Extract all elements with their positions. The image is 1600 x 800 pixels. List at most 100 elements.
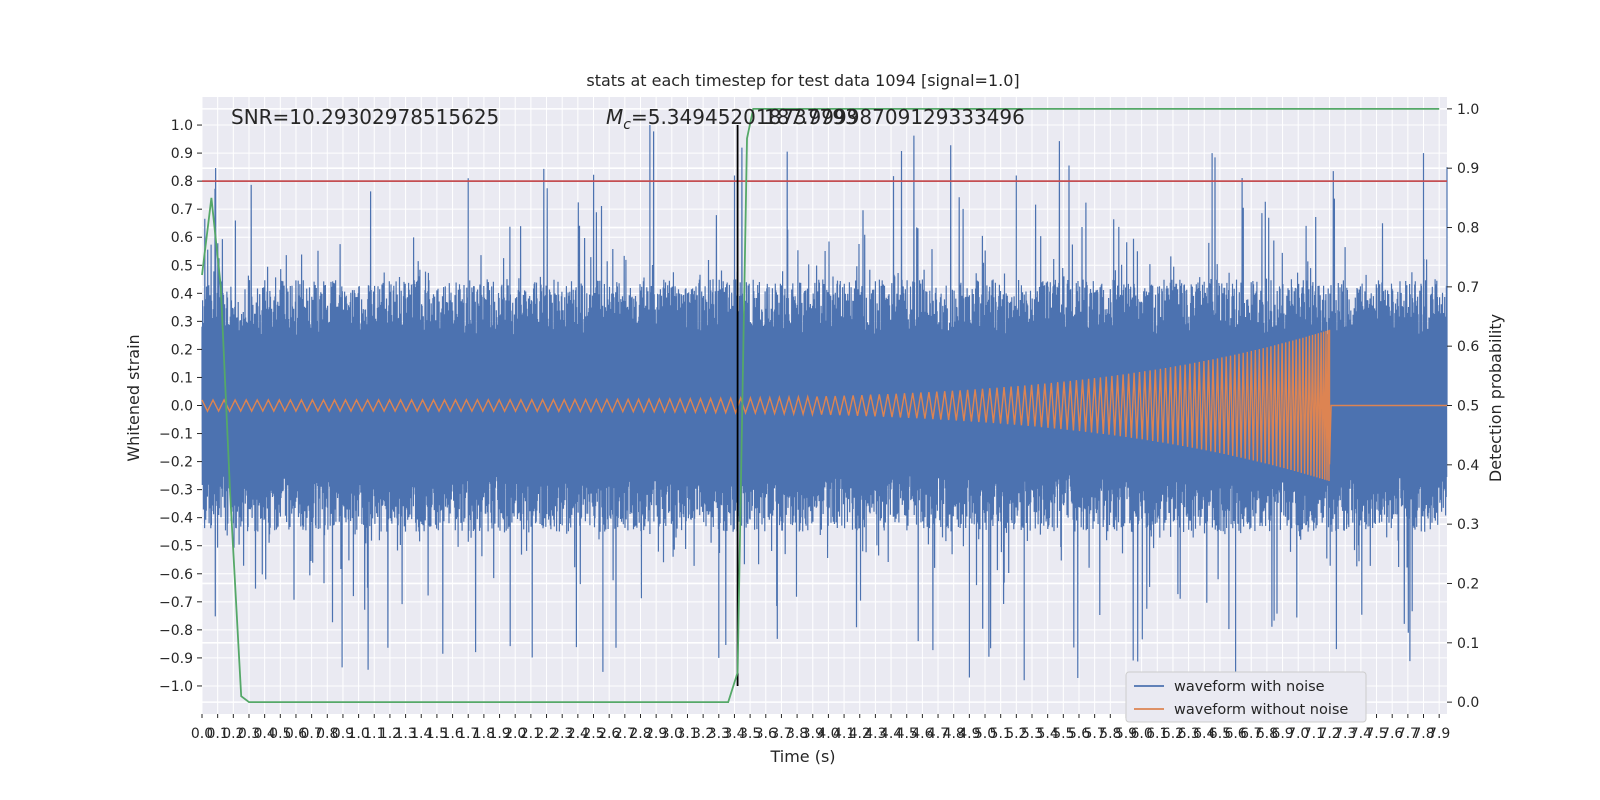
x-tick-label: 4.7: [927, 726, 949, 742]
x-tick-label: 3.3: [708, 726, 730, 742]
x-tick-label: 6.8: [1256, 726, 1278, 742]
y-left-tick-label: −0.8: [159, 623, 193, 639]
x-tick-label: 4.0: [817, 726, 839, 742]
x-tick-label: 6.0: [1130, 726, 1152, 742]
x-tick-label: 2.5: [582, 726, 604, 742]
x-tick-label: 3.5: [739, 726, 761, 742]
y-right-tick-label: 0.3: [1457, 517, 1479, 533]
y-right-tick-label: 0.4: [1457, 458, 1479, 474]
y-left-tick-label: −0.6: [159, 567, 193, 583]
y-right-tick-label: 0.1: [1457, 636, 1479, 652]
x-tick-label: 7.4: [1350, 726, 1372, 742]
x-tick-label: 5.6: [1068, 726, 1090, 742]
y-right-tick-label: 0.6: [1457, 339, 1479, 355]
y-left-tick-label: −0.7: [159, 595, 193, 611]
y-axis-right-label: Detection probability: [1486, 314, 1505, 482]
y-left-tick-label: −0.1: [159, 427, 193, 443]
x-tick-label: 1.9: [488, 726, 510, 742]
legend-box: [1125, 671, 1367, 723]
y-left-tick-label: −1.0: [159, 679, 193, 695]
x-tick-label: 0.2: [222, 726, 244, 742]
x-tick-label: 5.2: [1005, 726, 1027, 742]
x-tick-label: 7.3: [1334, 726, 1356, 742]
mc-symbol: M: [606, 105, 623, 129]
y-left-tick-label: −0.2: [159, 455, 193, 471]
mc-value: =5.349452018737793: [631, 105, 858, 129]
x-tick-label: 7.2: [1318, 726, 1340, 742]
x-tick-label: 4.8: [943, 726, 965, 742]
y-left-tick-label: 0.2: [171, 342, 193, 358]
x-tick-label: 5.4: [1037, 726, 1059, 742]
x-tick-label: 7.0: [1287, 726, 1309, 742]
x-tick-label: 6.3: [1177, 726, 1199, 742]
x-tick-label: 4.5: [896, 726, 918, 742]
clean-waveform-path: [201, 329, 1447, 482]
x-tick-label: 2.3: [551, 726, 573, 742]
mc-subscript: c: [623, 117, 631, 133]
x-tick-label: 1.1: [363, 726, 385, 742]
x-tick-label: 1.7: [457, 726, 479, 742]
x-tick-label: 3.0: [661, 726, 683, 742]
x-tick-label: 1.5: [426, 726, 448, 742]
x-tick-label: 3.8: [786, 726, 808, 742]
chirp-mass-annotation: Mc=5.349452018737793: [606, 105, 858, 133]
y-left-tick-label: 0.6: [171, 230, 193, 246]
x-tick-label: 2.1: [520, 726, 542, 742]
y-right-tick-label: 1.0: [1457, 102, 1479, 118]
x-tick-label: 5.3: [1021, 726, 1043, 742]
x-tick-label: 1.0: [347, 726, 369, 742]
y-right-tick-label: 0.2: [1457, 576, 1479, 592]
x-tick-label: 7.8: [1412, 726, 1434, 742]
x-tick-label: 3.7: [770, 726, 792, 742]
y-left-tick-label: 0.1: [171, 370, 193, 386]
x-tick-label: 5.7: [1084, 726, 1106, 742]
x-tick-label: 2.4: [567, 726, 589, 742]
x-tick-label: 2.9: [645, 726, 667, 742]
x-tick-label: 0.0: [191, 726, 213, 742]
x-tick-label: 3.1: [676, 726, 698, 742]
x-tick-label: 0.4: [254, 726, 276, 742]
x-tick-label: 0.8: [316, 726, 338, 742]
x-tick-label: 7.7: [1397, 726, 1419, 742]
x-tick-label: 0.7: [300, 726, 322, 742]
y-axis-left-ticks: 1.0 0.9 0.8 0.7 0.6 0.5 0.4 0.3 0.2 0.1 0.0 −0.1 −0.…: [159, 118, 202, 695]
x-tick-label: 2.8: [629, 726, 651, 742]
snr-annotation: SNR=10.29302978515625: [231, 105, 499, 129]
x-tick-label: 0.3: [238, 726, 260, 742]
x-tick-label: 7.9: [1428, 726, 1450, 742]
x-tick-label: 6.4: [1193, 726, 1215, 742]
x-tick-label: 5.0: [974, 726, 996, 742]
y-left-tick-label: 0.7: [171, 202, 193, 218]
clean-waveform-series: [201, 329, 1447, 482]
x-tick-label: 5.8: [1099, 726, 1121, 742]
y-right-tick-label: 0.8: [1457, 221, 1479, 237]
y-left-tick-label: 1.0: [171, 118, 193, 134]
noise-waveform-path: [201, 125, 1448, 700]
x-tick-label: 4.9: [958, 726, 980, 742]
x-tick-label: 4.3: [864, 726, 886, 742]
detection-probability-line: [201, 108, 1440, 703]
y-left-tick-label: −0.9: [159, 651, 193, 667]
x-tick-label: 2.0: [504, 726, 526, 742]
legend: waveform with noise waveform without noi…: [1125, 671, 1367, 723]
x-tick-label: 5.9: [1115, 726, 1137, 742]
y-left-tick-label: 0.5: [171, 258, 193, 274]
y-left-tick-label: 0.0: [171, 399, 193, 415]
x-tick-label: 5.1: [990, 726, 1012, 742]
x-tick-label: 6.5: [1209, 726, 1231, 742]
x-tick-label: 3.2: [692, 726, 714, 742]
x-tick-label: 7.6: [1381, 726, 1403, 742]
x-tick-label: 1.8: [473, 726, 495, 742]
y-left-tick-label: −0.4: [159, 511, 193, 527]
x-tick-label: 5.5: [1052, 726, 1074, 742]
x-tick-label: 6.1: [1146, 726, 1168, 742]
x-tick-label: 6.7: [1240, 726, 1262, 742]
x-axis-label: Time (s): [769, 747, 835, 766]
y-left-tick-label: −0.3: [159, 483, 193, 499]
x-tick-label: 4.6: [911, 726, 933, 742]
x-tick-label: 7.5: [1365, 726, 1387, 742]
x-tick-label: 3.6: [755, 726, 777, 742]
x-tick-label: 7.1: [1303, 726, 1325, 742]
x-tick-label: 3.4: [723, 726, 745, 742]
y-right-tick-label: 0.9: [1457, 161, 1479, 177]
